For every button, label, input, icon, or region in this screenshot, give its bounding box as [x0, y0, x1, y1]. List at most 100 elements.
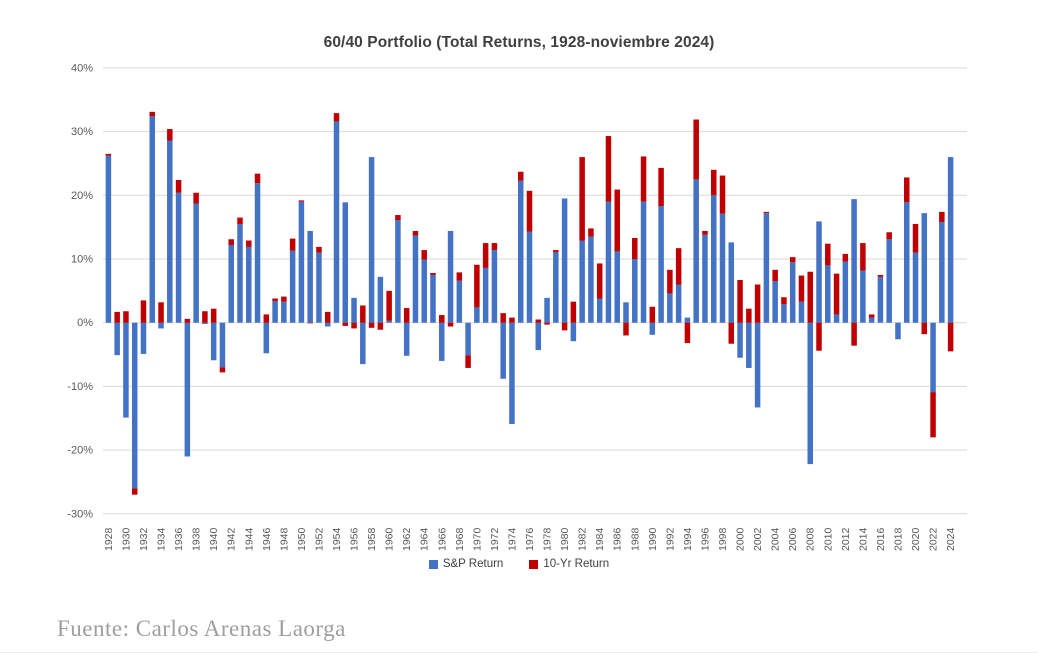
bar-2015-sp-return	[868, 317, 875, 323]
bar-1947-sp-return	[272, 301, 278, 323]
x-axis-tick-label: 1936	[173, 527, 185, 551]
bar-1949-10yr-return	[289, 238, 296, 251]
bar-1938-sp-return	[193, 203, 199, 323]
x-axis-tick-label: 1956	[349, 527, 361, 551]
bar-1998-sp-return	[719, 213, 726, 323]
bar-2006-10yr-return	[789, 257, 796, 263]
bar-2021-10yr-return	[921, 322, 928, 335]
bar-2000-10yr-return	[737, 280, 743, 323]
bar-1959-sp-return	[377, 276, 384, 323]
y-axis-tick-label: -10%	[67, 381, 93, 393]
bar-1969-sp-return	[465, 322, 471, 356]
bar-1944-10yr-return	[246, 240, 252, 247]
bar-1953-sp-return	[324, 322, 331, 327]
bar-1928-10yr-return	[105, 153, 112, 156]
bar-1930-10yr-return	[123, 311, 129, 323]
bar-1984-10yr-return	[596, 263, 603, 299]
bar-1957-sp-return	[360, 322, 366, 365]
x-axis-tick-label: 1954	[331, 527, 343, 551]
bar-1941-10yr-return	[219, 367, 226, 373]
bar-1985-sp-return	[605, 201, 612, 323]
legend-item-sp-return: S&P Return	[428, 558, 503, 570]
bar-1992-sp-return	[667, 293, 673, 323]
bar-2024-sp-return	[947, 157, 954, 323]
x-axis-tick-label: 1928	[103, 527, 115, 551]
bar-1950-10yr-return	[298, 200, 305, 202]
x-axis-tick-label: 2004	[770, 527, 782, 551]
bar-1938-10yr-return	[193, 192, 199, 204]
bar-2024-10yr-return	[947, 322, 954, 352]
bar-1991-10yr-return	[658, 167, 664, 207]
x-axis-tick-label: 1984	[594, 527, 606, 551]
bar-1942-sp-return	[228, 244, 234, 323]
bar-1974-sp-return	[509, 322, 515, 424]
bar-1995-sp-return	[693, 179, 699, 323]
bar-1988-sp-return	[632, 259, 638, 323]
y-axis-tick-label: -20%	[67, 445, 93, 457]
x-axis-tick-label: 1960	[384, 527, 396, 551]
bar-2014-10yr-return	[860, 243, 866, 271]
bar-1996-10yr-return	[702, 230, 708, 235]
x-axis-tick-label: 1986	[612, 527, 624, 551]
bar-1999-sp-return	[728, 242, 735, 323]
bar-1993-sp-return	[675, 284, 682, 323]
bar-1951-sp-return	[307, 230, 313, 323]
bar-1947-10yr-return	[272, 298, 278, 302]
bar-1966-10yr-return	[439, 315, 445, 323]
bar-1952-sp-return	[316, 252, 322, 323]
bar-2001-sp-return	[746, 322, 752, 368]
bar-1964-sp-return	[421, 259, 427, 323]
bar-1983-sp-return	[588, 236, 594, 323]
bar-1982-sp-return	[579, 240, 585, 323]
bar-2010-sp-return	[825, 265, 831, 323]
bar-1970-10yr-return	[474, 264, 480, 308]
x-axis-tick-label: 2008	[805, 527, 817, 551]
bar-1961-sp-return	[395, 220, 401, 323]
bar-2022-sp-return	[930, 322, 936, 393]
x-axis-tick-label: 2010	[822, 527, 834, 551]
bar-1960-10yr-return	[386, 290, 392, 321]
bar-1964-10yr-return	[421, 250, 427, 260]
bar-1981-sp-return	[570, 322, 577, 342]
bar-1955-10yr-return	[342, 322, 349, 326]
bar-2017-sp-return	[886, 239, 892, 323]
bar-2009-10yr-return	[816, 322, 822, 351]
bar-1978-10yr-return	[544, 322, 550, 325]
x-axis-tick-label: 2002	[752, 527, 764, 551]
bar-1945-sp-return	[254, 183, 261, 323]
bar-1976-sp-return	[526, 231, 533, 323]
y-axis-tick-label: 0%	[77, 317, 93, 329]
x-axis-tick-label: 1972	[489, 527, 501, 551]
bar-1936-10yr-return	[175, 180, 182, 193]
bar-1970-sp-return	[474, 307, 480, 323]
bar-1937-sp-return	[184, 322, 191, 457]
bar-1998-10yr-return	[719, 175, 726, 214]
bar-1943-10yr-return	[237, 217, 243, 224]
bar-1975-sp-return	[517, 180, 524, 323]
bar-1929-10yr-return	[114, 311, 120, 323]
x-axis-tick-label: 2020	[910, 527, 922, 551]
bar-1982-10yr-return	[579, 157, 585, 241]
bar-1993-10yr-return	[675, 248, 682, 285]
bar-1946-sp-return	[263, 322, 270, 354]
bar-1946-10yr-return	[263, 314, 270, 323]
bar-1966-sp-return	[439, 322, 445, 361]
bar-2010-10yr-return	[825, 243, 831, 266]
bar-1932-sp-return	[140, 322, 147, 354]
bar-1956-sp-return	[351, 297, 357, 323]
bar-2023-sp-return	[939, 222, 945, 323]
bar-1956-10yr-return	[351, 322, 357, 329]
bar-1948-10yr-return	[281, 296, 287, 302]
bar-1935-sp-return	[167, 140, 173, 323]
bar-1939-10yr-return	[202, 311, 208, 323]
bar-1951-10yr-return	[307, 322, 313, 324]
bar-2015-10yr-return	[868, 314, 875, 318]
bar-2006-sp-return	[789, 262, 796, 323]
legend-label-10yr-return: 10-Yr Return	[543, 558, 610, 570]
bar-1983-10yr-return	[588, 228, 594, 237]
chart-title: 60/40 Portfolio (Total Returns, 1928-nov…	[323, 34, 715, 51]
chart-legend: S&P Return 10-Yr Return	[0, 558, 1038, 570]
bar-1973-10yr-return	[500, 313, 506, 323]
bar-1958-sp-return	[368, 157, 375, 323]
